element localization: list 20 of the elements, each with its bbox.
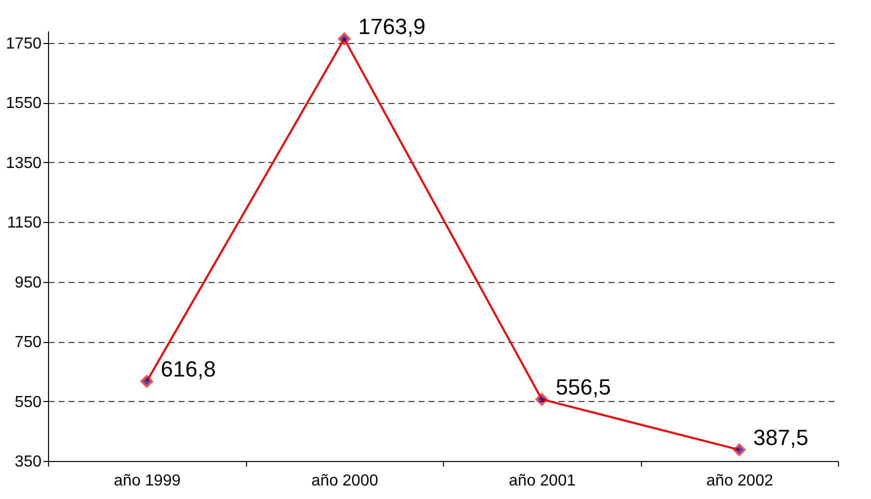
y-tick-label: 950 [14,274,42,292]
data-label: 556,5 [556,374,611,400]
data-label: 387,5 [753,424,808,450]
y-tick-label: 1750 [6,35,42,52]
x-tick-label: año 2002 [706,472,774,490]
data-label: 616,8 [160,356,216,382]
y-tick-label: 550 [14,394,42,411]
point [536,393,548,406]
y-tick-label: 1350 [6,154,42,172]
x-tick-label: año 1999 [114,472,181,490]
y-tick-label: 750 [14,334,42,352]
x-tick-label: año 2001 [508,472,576,490]
point [140,375,153,388]
data-label: 1763,9 [358,14,426,39]
y-tick-label: 1550 [6,95,42,112]
y-tick-label: 1150 [7,214,42,232]
point [338,32,350,46]
x-tick-label: año 2000 [311,472,378,490]
point [733,444,746,456]
y-tick-label: 350 [14,454,42,470]
